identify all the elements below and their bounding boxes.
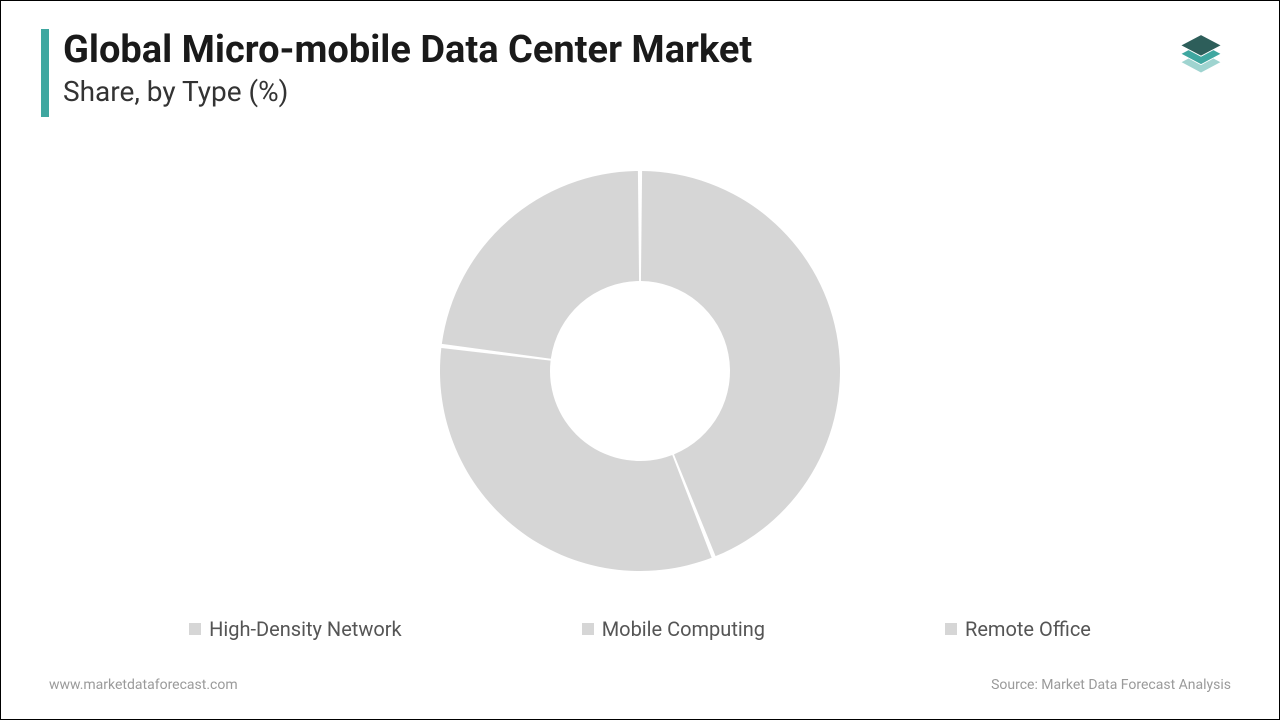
legend-item: High-Density Network [189,617,402,641]
chart-legend: High-Density Network Mobile Computing Re… [1,617,1279,641]
donut-slice [440,348,712,571]
legend-swatch-icon [945,623,957,635]
title-block: Global Micro-mobile Data Center Market S… [63,29,1239,108]
legend-item: Remote Office [945,617,1091,641]
brand-logo-icon [1171,25,1231,85]
legend-item: Mobile Computing [582,617,765,641]
footer-source: Source: Market Data Forecast Analysis [991,677,1231,693]
donut-chart [430,161,850,581]
page-title: Global Micro-mobile Data Center Market [63,29,1239,73]
footer: www.marketdataforecast.com Source: Marke… [49,677,1231,693]
legend-label: Mobile Computing [602,617,765,641]
header: Global Micro-mobile Data Center Market S… [41,29,1239,117]
footer-website: www.marketdataforecast.com [49,677,238,693]
accent-bar [41,29,49,117]
legend-label: Remote Office [965,617,1091,641]
page-subtitle: Share, by Type (%) [63,75,1239,108]
legend-swatch-icon [582,623,594,635]
legend-label: High-Density Network [209,617,402,641]
donut-slice [442,171,639,359]
legend-swatch-icon [189,623,201,635]
